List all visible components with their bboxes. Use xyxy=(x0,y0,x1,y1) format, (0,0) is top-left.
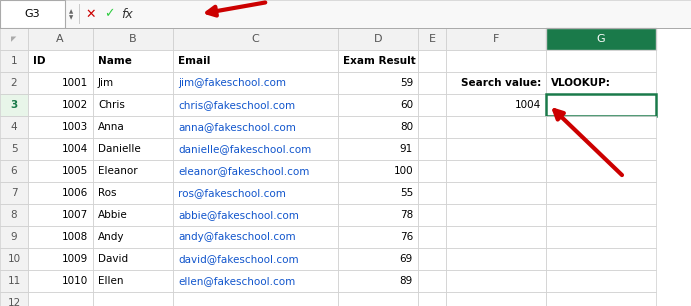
Text: abbie@fakeschool.com: abbie@fakeschool.com xyxy=(178,210,299,220)
Text: Name: Name xyxy=(98,56,132,66)
Text: 1008: 1008 xyxy=(61,232,88,242)
Text: 1009: 1009 xyxy=(61,254,88,264)
Text: 1006: 1006 xyxy=(61,188,88,198)
Text: 2: 2 xyxy=(10,78,17,88)
Text: Anna: Anna xyxy=(98,122,125,132)
Text: 1002: 1002 xyxy=(61,100,88,110)
Text: 8: 8 xyxy=(10,210,17,220)
Text: anna@fakeschool.com: anna@fakeschool.com xyxy=(178,122,296,132)
Text: Exam Result: Exam Result xyxy=(343,56,416,66)
Text: 1004: 1004 xyxy=(515,100,541,110)
Text: 5: 5 xyxy=(10,144,17,154)
Text: F: F xyxy=(493,34,499,44)
Text: andy@fakeschool.com: andy@fakeschool.com xyxy=(178,232,296,242)
Text: ✕: ✕ xyxy=(86,8,96,21)
Text: 59: 59 xyxy=(400,78,413,88)
Text: chris@fakeschool.com: chris@fakeschool.com xyxy=(178,100,295,110)
Text: A: A xyxy=(56,34,64,44)
Text: 4: 4 xyxy=(10,122,17,132)
Text: D: D xyxy=(374,34,382,44)
Text: 6: 6 xyxy=(10,166,17,176)
Text: B: B xyxy=(129,34,137,44)
Text: Search value:: Search value: xyxy=(461,78,541,88)
Text: 1004: 1004 xyxy=(61,144,88,154)
Text: ID: ID xyxy=(33,56,46,66)
Text: 60: 60 xyxy=(400,100,413,110)
Text: Abbie: Abbie xyxy=(98,210,128,220)
Text: 76: 76 xyxy=(400,232,413,242)
Text: Eleanor: Eleanor xyxy=(98,166,138,176)
Text: 7: 7 xyxy=(10,188,17,198)
Text: ✓: ✓ xyxy=(104,8,114,21)
Text: 1003: 1003 xyxy=(61,122,88,132)
Text: ros@fakeschool.com: ros@fakeschool.com xyxy=(178,188,286,198)
Text: 55: 55 xyxy=(400,188,413,198)
Text: 10: 10 xyxy=(8,254,21,264)
Text: ▼: ▼ xyxy=(69,16,73,21)
Text: 1007: 1007 xyxy=(61,210,88,220)
Text: 3: 3 xyxy=(10,100,18,110)
Text: 91: 91 xyxy=(400,144,413,154)
Text: 9: 9 xyxy=(10,232,17,242)
Text: 78: 78 xyxy=(400,210,413,220)
Text: Ellen: Ellen xyxy=(98,276,124,286)
Text: VLOOKUP:: VLOOKUP: xyxy=(551,78,611,88)
Text: Chris: Chris xyxy=(98,100,125,110)
Text: jim@fakeschool.com: jim@fakeschool.com xyxy=(178,78,286,88)
Text: David: David xyxy=(98,254,128,264)
Text: E: E xyxy=(428,34,435,44)
Text: 1005: 1005 xyxy=(61,166,88,176)
Text: C: C xyxy=(251,34,259,44)
Text: G: G xyxy=(597,34,605,44)
Text: 11: 11 xyxy=(8,276,21,286)
Text: 89: 89 xyxy=(400,276,413,286)
Text: 12: 12 xyxy=(8,298,21,306)
Text: 100: 100 xyxy=(393,166,413,176)
Text: ▲: ▲ xyxy=(69,9,73,14)
Text: ◤: ◤ xyxy=(11,36,17,42)
Text: 1: 1 xyxy=(10,56,17,66)
Text: 69: 69 xyxy=(400,254,413,264)
Text: fx: fx xyxy=(121,8,133,21)
Text: Jim: Jim xyxy=(98,78,114,88)
Text: Email: Email xyxy=(178,56,210,66)
Text: Ros: Ros xyxy=(98,188,117,198)
Text: Andy: Andy xyxy=(98,232,124,242)
Text: Danielle: Danielle xyxy=(98,144,141,154)
Text: david@fakeschool.com: david@fakeschool.com xyxy=(178,254,299,264)
Text: ellen@fakeschool.com: ellen@fakeschool.com xyxy=(178,276,295,286)
Text: danielle@fakeschool.com: danielle@fakeschool.com xyxy=(178,144,311,154)
Text: eleanor@fakeschool.com: eleanor@fakeschool.com xyxy=(178,166,310,176)
Text: G3: G3 xyxy=(24,9,40,19)
Text: 1001: 1001 xyxy=(61,78,88,88)
Text: 1010: 1010 xyxy=(61,276,88,286)
Text: 80: 80 xyxy=(400,122,413,132)
